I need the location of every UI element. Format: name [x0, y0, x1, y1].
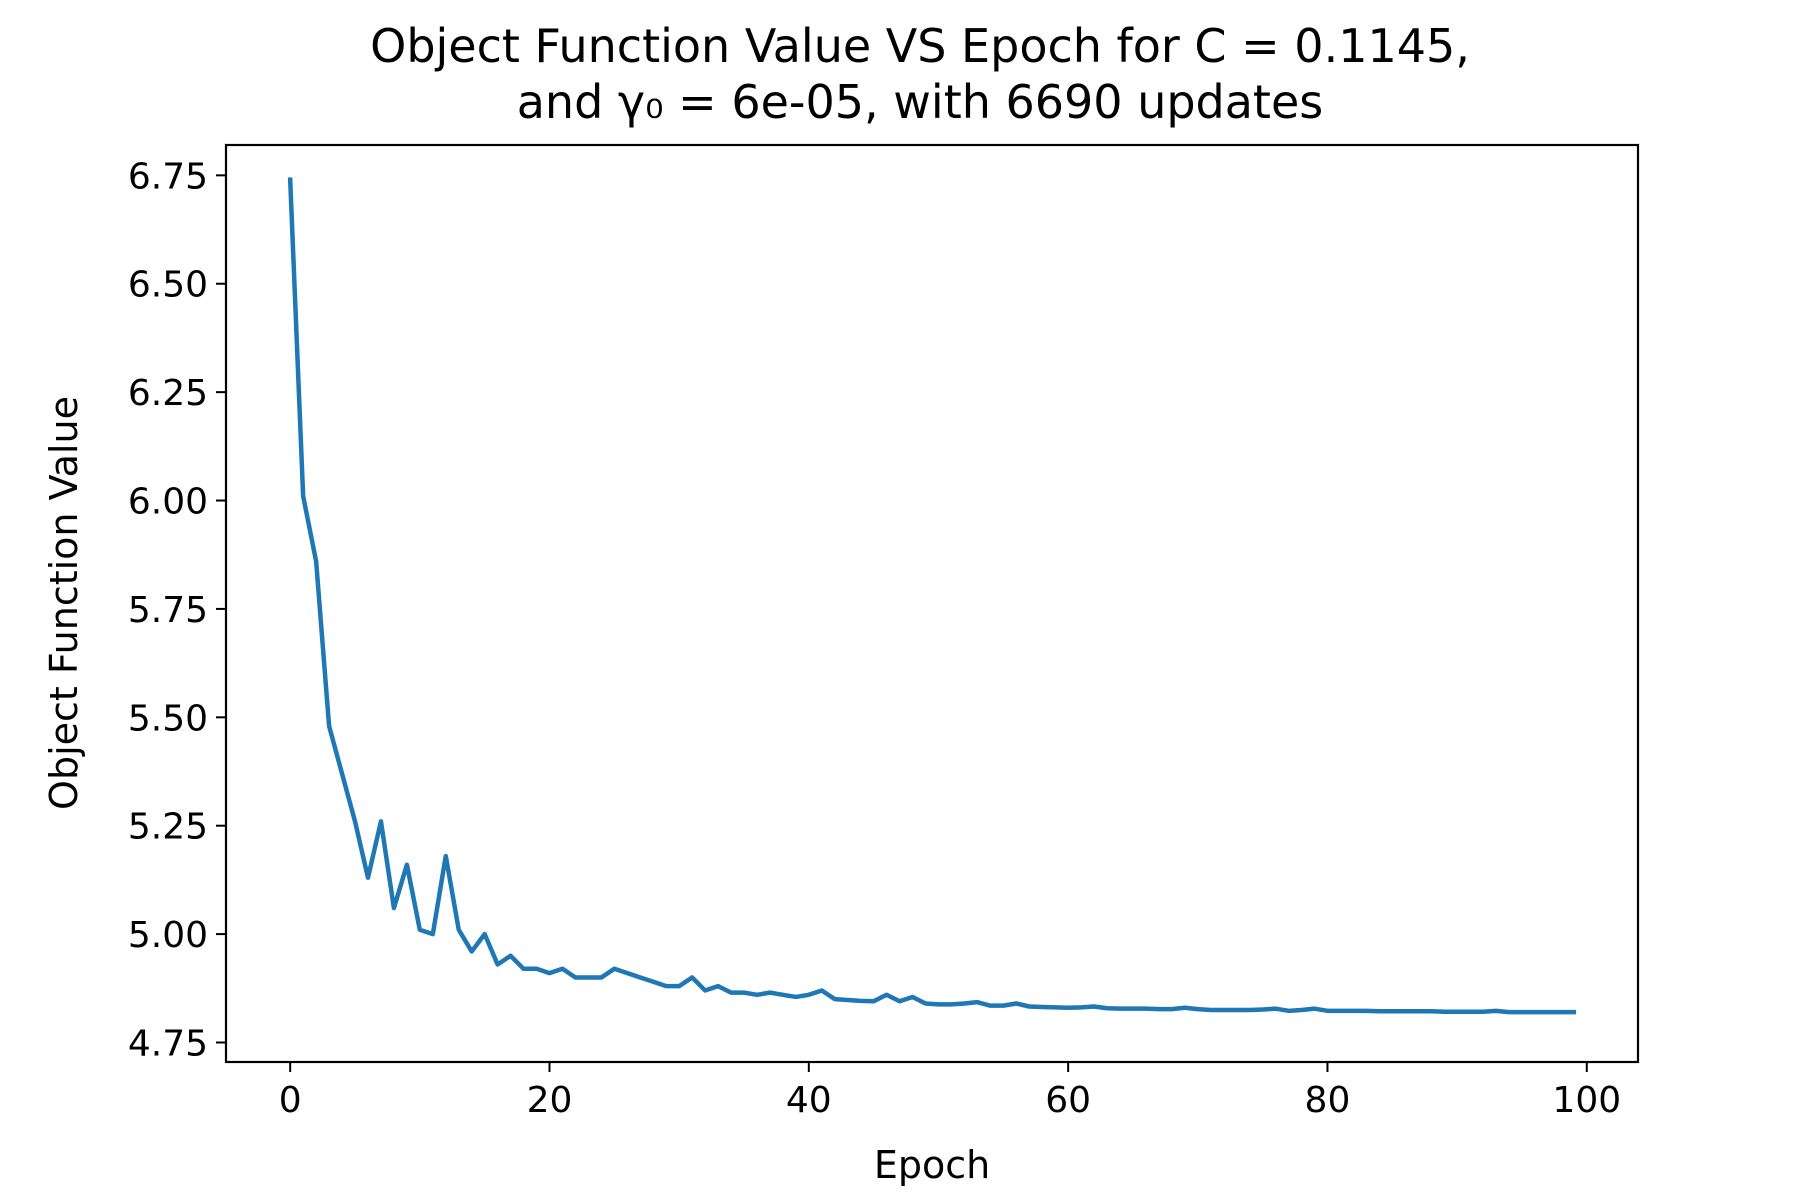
plot-area: 0 20 40 60 80 100 4.75 5.00 5.25 5.50 5.75 6.00 6.2…	[128, 143, 1640, 1121]
y-tick-label: 5.25	[128, 807, 208, 848]
chart-title-line-1: Object Function Value VS Epoch for C = 0…	[370, 19, 1470, 73]
x-ticks: 0 20 40 60 80 100	[279, 1062, 1621, 1121]
x-tick-label: 80	[1305, 1080, 1351, 1121]
y-tick-label: 6.75	[128, 156, 208, 197]
x-axis-label: Epoch	[874, 1143, 990, 1187]
x-tick-label: 40	[786, 1080, 832, 1121]
y-tick-label: 4.75	[128, 1023, 208, 1064]
y-tick-label: 6.00	[128, 482, 208, 523]
x-tick-label: 0	[279, 1080, 302, 1121]
y-tick-label: 5.00	[128, 915, 208, 956]
x-tick-label: 20	[527, 1080, 573, 1121]
y-tick-label: 6.25	[128, 373, 208, 414]
x-tick-label: 100	[1552, 1080, 1621, 1121]
y-tick-label: 5.75	[128, 590, 208, 631]
chart-title-line-2: and γ₀ = 6e-05, with 6690 updates	[517, 75, 1324, 129]
y-ticks: 4.75 5.00 5.25 5.50 5.75 6.00 6.25 6.50 6.75	[128, 156, 226, 1064]
y-tick-label: 5.50	[128, 698, 208, 739]
y-tick-label: 6.50	[128, 265, 208, 306]
x-tick-label: 60	[1045, 1080, 1091, 1121]
axes-frame	[224, 143, 1640, 1064]
series-line	[287, 177, 1577, 1015]
y-axis-label: Object Function Value	[42, 396, 86, 810]
